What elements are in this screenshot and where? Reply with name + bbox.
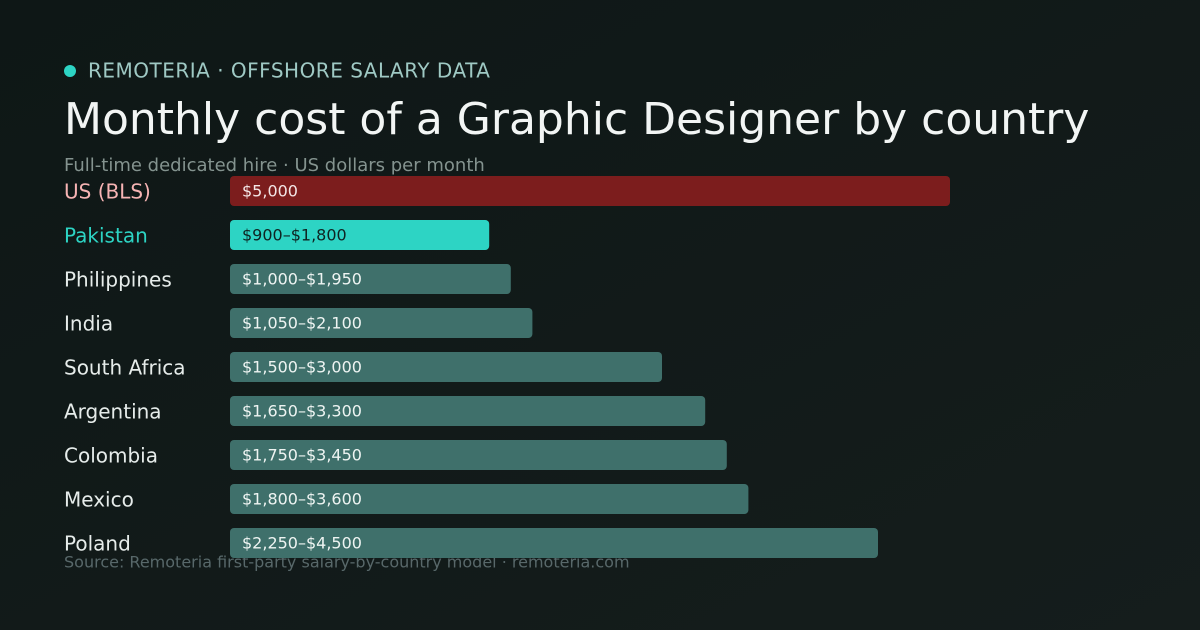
value-label: $1,050–$2,100 [242, 314, 362, 333]
category-label: Philippines [64, 268, 172, 292]
category-label: India [64, 312, 113, 336]
category-label: US (BLS) [64, 180, 151, 204]
bar [230, 352, 662, 382]
category-label: Pakistan [64, 224, 148, 248]
bar [230, 220, 490, 250]
subtitle: Full-time dedicated hire · US dollars pe… [64, 155, 485, 176]
bar [230, 440, 727, 470]
value-label: $900–$1,800 [242, 226, 347, 245]
kicker: REMOTERIA · OFFSHORE SALARY DATA [88, 59, 490, 83]
value-label: $2,250–$4,500 [242, 534, 362, 553]
category-label: Mexico [64, 488, 134, 512]
value-label: $1,800–$3,600 [242, 490, 362, 509]
value-label: $5,000 [242, 182, 298, 201]
chart-title: Monthly cost of a Graphic Designer by co… [64, 94, 1089, 145]
value-label: $1,000–$1,950 [242, 270, 362, 289]
value-label: $1,750–$3,450 [242, 446, 362, 465]
kicker-dot [64, 65, 76, 77]
bar [230, 484, 749, 514]
bar [230, 396, 706, 426]
value-label: $1,500–$3,000 [242, 358, 362, 377]
bar [230, 264, 511, 294]
category-label: Colombia [64, 444, 158, 468]
category-label: South Africa [64, 356, 186, 380]
category-label: Poland [64, 532, 131, 556]
category-label: Argentina [64, 400, 162, 424]
bar [230, 308, 533, 338]
value-label: $1,650–$3,300 [242, 402, 362, 421]
bar [230, 176, 950, 206]
bar [230, 528, 878, 558]
